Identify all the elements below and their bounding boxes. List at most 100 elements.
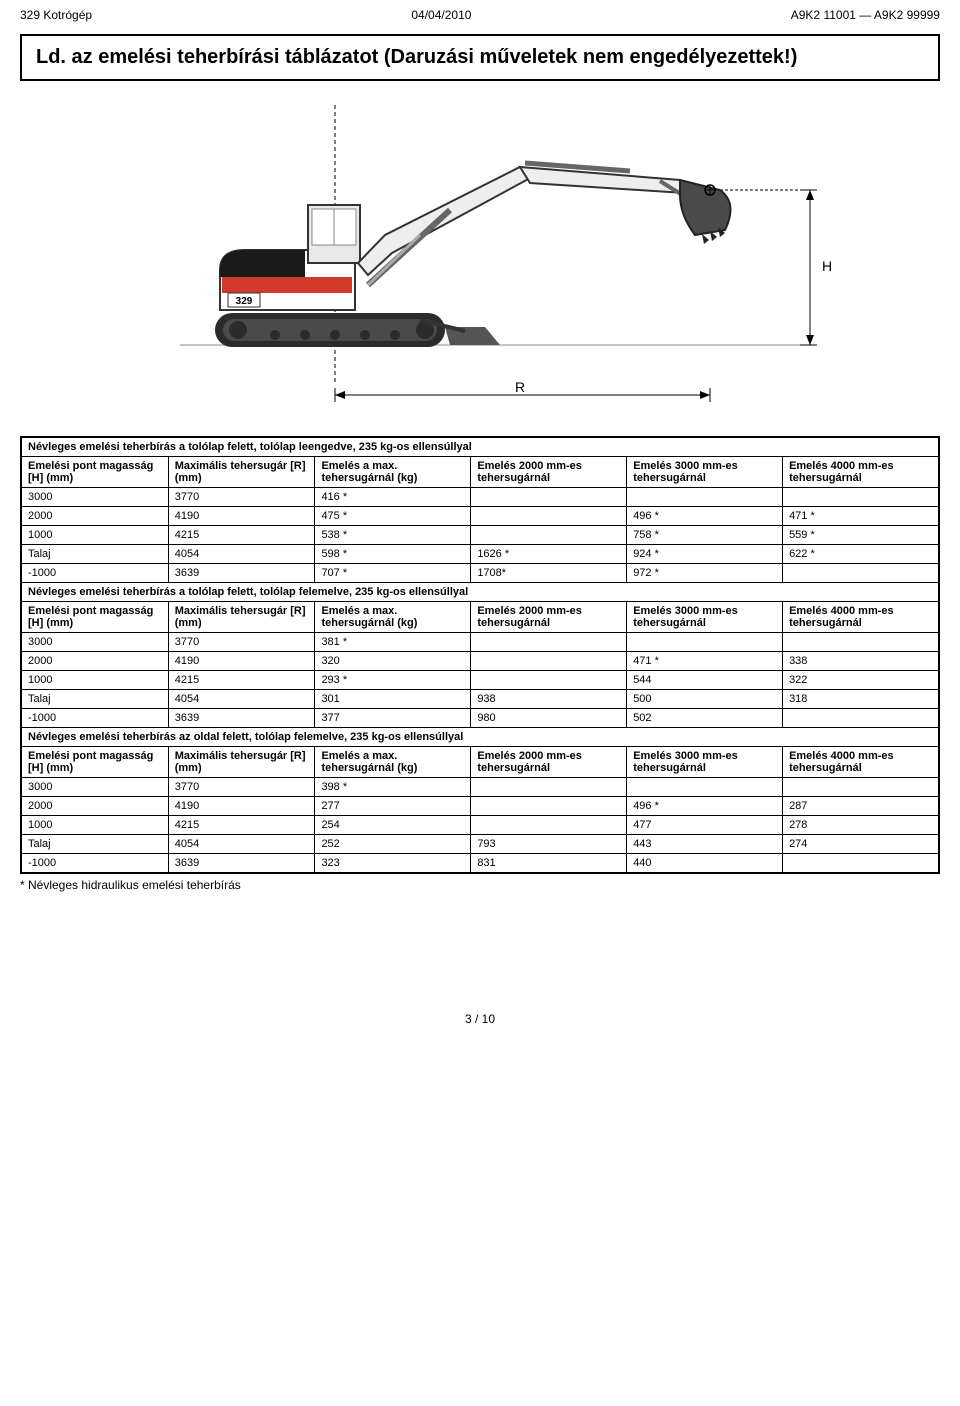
table-cell: -1000 — [22, 854, 169, 873]
table-row: -10003639323831440 — [22, 854, 939, 873]
table-cell: 4054 — [168, 835, 315, 854]
table-row: 20004190475 * 496 *471 * — [22, 507, 939, 526]
table-cell — [783, 633, 939, 652]
table-cell: 502 — [627, 709, 783, 728]
table-cell — [471, 488, 627, 507]
table-cell: 274 — [783, 835, 939, 854]
table-cell: Talaj — [22, 690, 169, 709]
table-cell — [783, 778, 939, 797]
table-cell: 3000 — [22, 778, 169, 797]
table-cell: 3000 — [22, 633, 169, 652]
excavator-diagram: R H — [120, 95, 840, 415]
tracks-icon — [215, 313, 445, 347]
table-cell: 252 — [315, 835, 471, 854]
section-title-cell: Névleges emelési teherbírás a tolólap fe… — [22, 438, 939, 457]
table-row: Talaj4054252793443274 — [22, 835, 939, 854]
table-cell: 416 * — [315, 488, 471, 507]
table-row: 10004215293 *544322 — [22, 671, 939, 690]
table-cell — [627, 488, 783, 507]
page-header: 329 Kotrógép 04/04/2010 A9K2 11001 — A9K… — [0, 0, 960, 26]
table-cell — [783, 488, 939, 507]
header-right: A9K2 11001 — A9K2 99999 — [791, 8, 940, 22]
table-cell: 500 — [627, 690, 783, 709]
table-cell: 793 — [471, 835, 627, 854]
diagram-wrap: R H — [20, 95, 940, 418]
section-title-row: Névleges emelési teherbírás az oldal fel… — [22, 728, 939, 747]
model-label: 329 — [236, 296, 253, 307]
header-left: 329 Kotrógép — [20, 8, 92, 22]
table-cell: 544 — [627, 671, 783, 690]
table-cell: -1000 — [22, 564, 169, 583]
table-row: 10004215254477278 — [22, 816, 939, 835]
table-cell: 377 — [315, 709, 471, 728]
section-title-cell: Névleges emelési teherbírás az oldal fel… — [22, 728, 939, 747]
column-header: Maximális tehersugár [R] (mm) — [168, 602, 315, 633]
boom-icon — [358, 167, 532, 285]
table-cell: 1708* — [471, 564, 627, 583]
table-row: 30003770416 * — [22, 488, 939, 507]
column-header: Maximális tehersugár [R] (mm) — [168, 747, 315, 778]
table-cell: 477 — [627, 816, 783, 835]
table-cell: 3639 — [168, 709, 315, 728]
table-cell: 972 * — [627, 564, 783, 583]
column-header: Emelés a max. tehersugárnál (kg) — [315, 602, 471, 633]
table-cell — [471, 778, 627, 797]
table-cell: Talaj — [22, 835, 169, 854]
table-cell: 2000 — [22, 507, 169, 526]
table-cell: 471 * — [783, 507, 939, 526]
table-cell: 4215 — [168, 816, 315, 835]
table-cell: 2000 — [22, 652, 169, 671]
table-row: 30003770381 * — [22, 633, 939, 652]
column-header: Emelés 2000 mm-es tehersugárnál — [471, 457, 627, 488]
table-row: 10004215538 *758 *559 * — [22, 526, 939, 545]
table-cell: 496 * — [627, 507, 783, 526]
table-cell: 4215 — [168, 526, 315, 545]
table-cell: 538 * — [315, 526, 471, 545]
table-cell — [783, 709, 939, 728]
footnote: * Névleges hidraulikus emelési teherbírá… — [20, 878, 940, 892]
section-title-row: Névleges emelési teherbírás a tolólap fe… — [22, 438, 939, 457]
table-cell: -1000 — [22, 709, 169, 728]
column-header: Emelés 4000 mm-es tehersugárnál — [783, 457, 939, 488]
table-cell: 323 — [315, 854, 471, 873]
column-header: Emelés 4000 mm-es tehersugárnál — [783, 747, 939, 778]
table-header-row: Emelési pont magasság [H] (mm)Maximális … — [22, 457, 939, 488]
table-cell: 598 * — [315, 545, 471, 564]
table-cell: 4054 — [168, 545, 315, 564]
table-cell: 1000 — [22, 671, 169, 690]
table-cell: 938 — [471, 690, 627, 709]
table-cell — [783, 564, 939, 583]
table-cell: 4190 — [168, 507, 315, 526]
table-cell: 398 * — [315, 778, 471, 797]
table-cell — [471, 526, 627, 545]
table-cell: 3639 — [168, 564, 315, 583]
table-row: 30003770398 * — [22, 778, 939, 797]
table-cell: 301 — [315, 690, 471, 709]
table-cell: 924 * — [627, 545, 783, 564]
table-cell: 2000 — [22, 797, 169, 816]
page-footer: 3 / 10 — [0, 1012, 960, 1036]
column-header: Emelés a max. tehersugárnál (kg) — [315, 457, 471, 488]
table-row: 20004190320471 *338 — [22, 652, 939, 671]
table-cell: 831 — [471, 854, 627, 873]
table-row: Talaj4054301938500318 — [22, 690, 939, 709]
table-cell — [627, 778, 783, 797]
h-label: H — [822, 258, 832, 274]
column-header: Maximális tehersugár [R] (mm) — [168, 457, 315, 488]
table-cell: 278 — [783, 816, 939, 835]
table-cell: 4190 — [168, 797, 315, 816]
table-row: -10003639707 *1708*972 * — [22, 564, 939, 583]
r-label: R — [515, 379, 525, 395]
table-cell — [471, 671, 627, 690]
column-header: Emelés 3000 mm-es tehersugárnál — [627, 747, 783, 778]
table-cell: 4215 — [168, 671, 315, 690]
table-cell: 4054 — [168, 690, 315, 709]
table-cell: 475 * — [315, 507, 471, 526]
column-header: Emelés 2000 mm-es tehersugárnál — [471, 747, 627, 778]
section-title-cell: Névleges emelési teherbírás a tolólap fe… — [22, 583, 939, 602]
table-cell — [783, 854, 939, 873]
table-cell: 318 — [783, 690, 939, 709]
table-cell: 277 — [315, 797, 471, 816]
table-cell — [471, 816, 627, 835]
table-row: 20004190277496 *287 — [22, 797, 939, 816]
